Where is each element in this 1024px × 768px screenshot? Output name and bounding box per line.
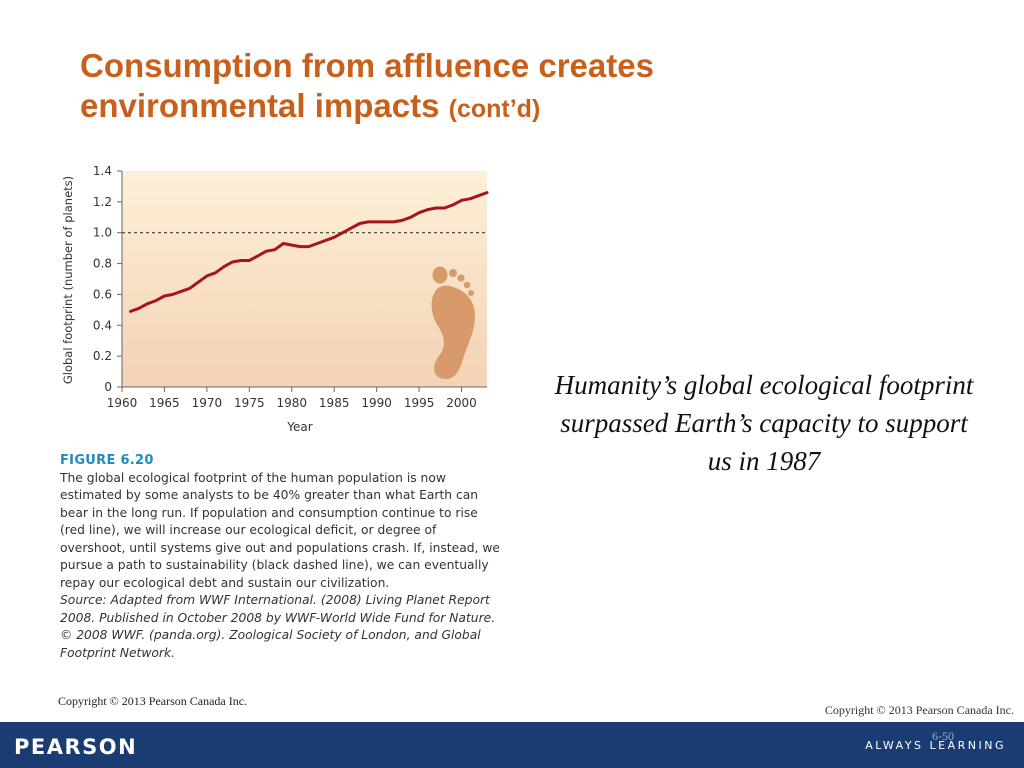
x-tick-label: 1980: [276, 396, 307, 410]
y-tick-label: 1.4: [93, 164, 112, 178]
y-tick-label: 0.4: [93, 318, 112, 332]
data-point: [409, 216, 412, 219]
title-main: Consumption from affluence creates envir…: [80, 47, 654, 124]
x-tick-label: 1965: [149, 396, 180, 410]
foot-sole: [431, 285, 475, 380]
data-point: [163, 295, 166, 297]
copyright-left: Copyright © 2013 Pearson Canada Inc.: [58, 694, 248, 708]
x-tick-label: 1975: [234, 396, 265, 410]
data-point: [231, 261, 234, 263]
x-tick-label: 1985: [319, 396, 350, 410]
data-point: [358, 222, 361, 225]
x-tick-label: 2000: [446, 396, 477, 410]
footprint-icon: [431, 266, 475, 380]
big-toe: [432, 266, 448, 284]
plot-background: [122, 171, 487, 387]
data-point: [486, 191, 488, 194]
data-point: [350, 227, 353, 229]
x-axis-label: Year: [286, 420, 312, 434]
data-point: [274, 248, 276, 251]
data-point: [291, 244, 293, 246]
title-suffix: (cont’d): [448, 95, 541, 123]
data-point: [324, 239, 327, 242]
data-point: [180, 290, 183, 293]
data-point: [129, 310, 132, 313]
pearson-logo: PEARSON: [14, 735, 138, 759]
x-tick-label: 1995: [404, 396, 435, 410]
quote-text: Humanity’s global ecological footprint s…: [554, 370, 974, 476]
figure-label: FIGURE 6.20: [60, 453, 154, 468]
page-number: 6-50: [932, 729, 954, 743]
data-point: [146, 302, 149, 305]
toe-2: [449, 269, 457, 277]
data-point: [214, 272, 217, 274]
y-tick-label: 0.2: [93, 349, 112, 363]
data-point: [138, 307, 140, 310]
slide-title: Consumption from affluence creates envir…: [80, 46, 780, 129]
data-point: [418, 211, 420, 214]
tagline: ALWAYS LEARNING: [865, 739, 1006, 752]
data-point: [392, 221, 395, 223]
y-axis-label: Global footprint (number of planets): [61, 176, 75, 384]
data-point: [460, 199, 463, 202]
data-point: [240, 259, 242, 262]
figure-source-2: 2008. Published in October 2008 by WWF-W…: [60, 610, 496, 625]
data-point: [248, 259, 251, 262]
y-tick-label: 0.8: [93, 257, 112, 271]
x-tick-label: 1960: [107, 396, 138, 410]
x-tick-label: 1970: [192, 396, 223, 410]
figure-caption: FIGURE 6.20 The global ecological footpr…: [60, 452, 500, 662]
data-point: [197, 281, 200, 283]
data-point: [265, 250, 268, 252]
data-point: [375, 221, 378, 223]
y-tick-label: 1.2: [93, 195, 112, 209]
x-tick-label: 1990: [361, 396, 392, 410]
data-point: [401, 219, 403, 222]
toe-4: [463, 281, 471, 289]
data-point: [469, 198, 471, 200]
data-point: [333, 236, 336, 239]
data-point: [307, 245, 310, 248]
data-point: [206, 275, 208, 277]
y-tick-label: 1.0: [93, 226, 112, 240]
data-point: [189, 287, 191, 290]
data-point: [477, 194, 480, 197]
toe-3: [457, 274, 465, 282]
data-point: [367, 221, 370, 223]
data-point: [299, 245, 302, 248]
data-point: [341, 231, 344, 234]
data-point: [257, 255, 259, 257]
footer-bar: [0, 722, 1024, 768]
data-point: [223, 265, 225, 268]
data-point: [316, 242, 319, 245]
toe-5: [468, 290, 474, 296]
data-point: [426, 208, 429, 211]
data-point: [443, 207, 446, 209]
y-tick-label: 0: [104, 380, 112, 394]
figure-source-1: Source: Adapted from WWF International. …: [60, 593, 490, 607]
copyright-right: Copyright © 2013 Pearson Canada Inc.: [824, 703, 1014, 717]
figure-source-3: © 2008 WWF. (panda.org). Zoological Soci…: [60, 628, 481, 642]
footprint-chart: Global footprint (number of planets) Yea…: [61, 164, 489, 434]
data-point: [435, 207, 437, 209]
data-point: [384, 221, 386, 223]
data-point: [282, 242, 285, 245]
data-point: [155, 299, 157, 302]
figure-text: The global ecological footprint of the h…: [60, 470, 500, 590]
data-point: [452, 204, 454, 206]
figure-source-4: Footprint Network.: [60, 645, 175, 660]
y-tick-label: 0.6: [93, 287, 112, 301]
data-point: [172, 293, 174, 296]
